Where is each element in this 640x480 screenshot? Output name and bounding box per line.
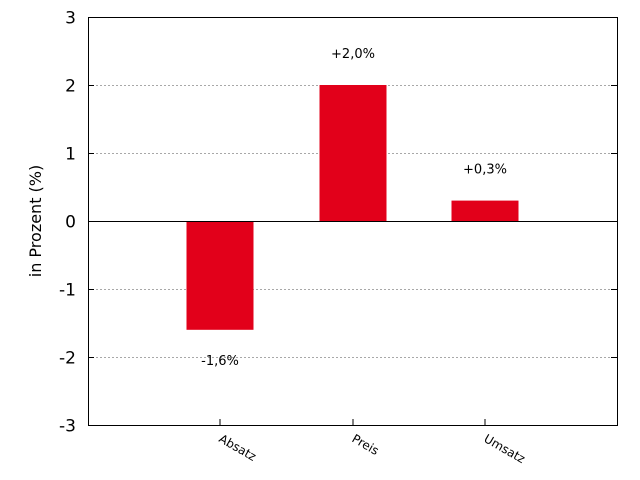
bars-layer <box>186 85 519 330</box>
bar-preis <box>319 85 387 221</box>
bar-umsatz <box>451 200 519 221</box>
data-label-preis: +2,0% <box>331 47 375 62</box>
y-tick-label: -2 <box>59 349 76 369</box>
y-tick-label: 2 <box>65 77 76 97</box>
y-tick-label: -1 <box>59 281 76 301</box>
data-label-umsatz: +0,3% <box>463 163 507 178</box>
x-tick-label-umsatz: Umsatz <box>482 431 528 466</box>
y-tick-label: 0 <box>65 213 76 233</box>
x-tick-label-absatz: Absatz <box>217 431 259 463</box>
x-tick-label-preis: Preis <box>350 431 382 457</box>
bar-absatz <box>186 221 254 330</box>
data-labels: -1,6% +2,0% +0,3% <box>201 47 507 369</box>
x-axis: Absatz Preis Umsatz <box>217 419 528 466</box>
y-tick-label: 3 <box>65 9 76 29</box>
y-axis-title: in Prozent (%) <box>26 165 45 277</box>
y-tick-label: 1 <box>65 145 76 165</box>
data-label-absatz: -1,6% <box>201 354 239 369</box>
y-axis: 3 2 1 0 -1 -2 -3 <box>59 9 617 437</box>
y-tick-label: -3 <box>59 417 76 437</box>
